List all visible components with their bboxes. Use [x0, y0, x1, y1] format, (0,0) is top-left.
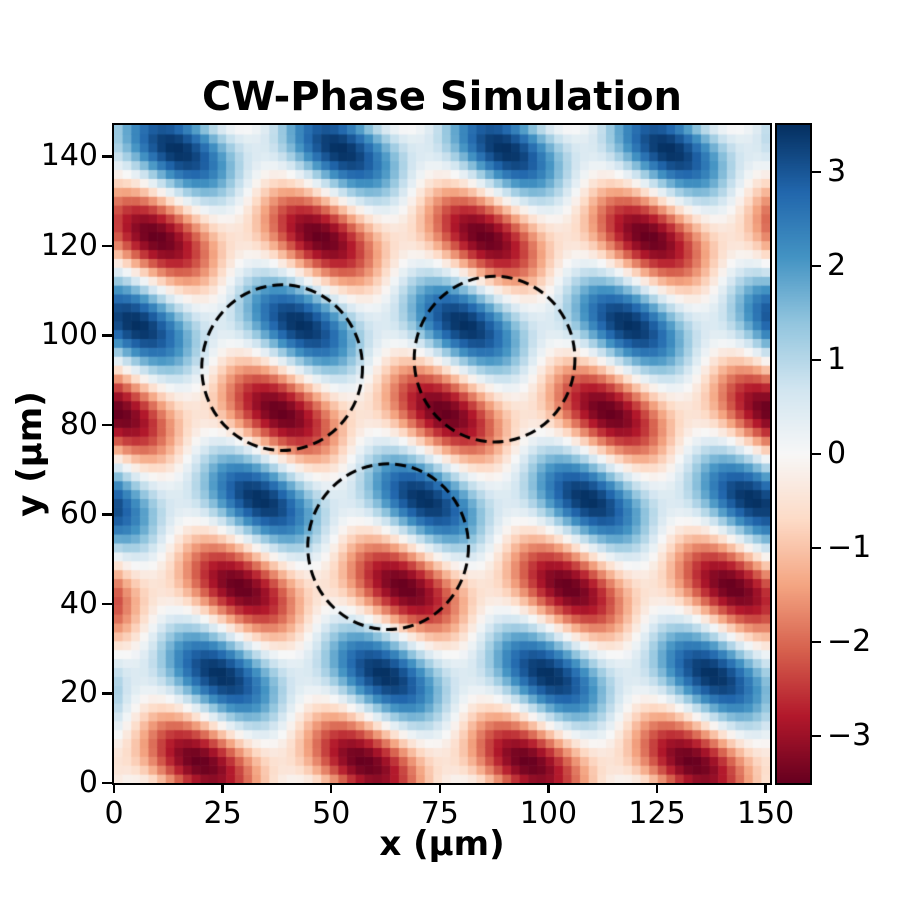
colorbar-tick-mark — [812, 358, 821, 362]
x-tick-label: 150 — [737, 796, 795, 831]
y-tick-label: 20 — [59, 675, 98, 711]
y-tick-label: 80 — [59, 406, 98, 442]
y-tick-mark — [102, 423, 112, 427]
colorbar-tick-label: −3 — [827, 718, 872, 753]
y-tick-mark — [102, 155, 112, 158]
y-tick-mark — [102, 334, 112, 337]
x-tick-label: 0 — [104, 796, 124, 831]
x-tick-mark — [438, 783, 442, 793]
y-tick-mark — [102, 692, 112, 695]
y-tick-label: 140 — [40, 138, 98, 174]
colorbar-tick-mark — [812, 734, 821, 738]
x-tick-mark — [655, 783, 659, 793]
y-tick-label: 0 — [78, 765, 98, 800]
colorbar-tick-label: −2 — [827, 624, 872, 659]
colorbar-tick-label: −1 — [827, 530, 872, 565]
y-tick-label: 60 — [59, 496, 98, 532]
plot-area — [112, 123, 772, 785]
x-tick-mark — [221, 783, 224, 793]
x-axis-label: x (μm) — [379, 824, 505, 864]
colorbar-tick-mark — [812, 170, 821, 174]
y-tick-label: 40 — [59, 585, 98, 621]
colorbar-tick-mark — [812, 546, 821, 550]
colorbar-tick-mark — [812, 264, 821, 268]
x-tick-label: 125 — [628, 796, 686, 831]
x-tick-mark — [764, 783, 767, 793]
y-tick-label: 120 — [40, 227, 98, 263]
colorbar-tick-label: 0 — [827, 436, 847, 471]
x-tick-mark — [329, 783, 333, 793]
colorbar — [775, 123, 812, 785]
colorbar-tick-mark — [812, 452, 821, 456]
y-tick-label: 100 — [40, 317, 98, 353]
colorbar-tick-label: 3 — [827, 154, 847, 189]
y-tick-mark — [102, 244, 112, 248]
phase-heatmap-canvas — [114, 125, 770, 783]
x-tick-label: 100 — [519, 796, 578, 831]
x-tick-label: 75 — [420, 796, 459, 831]
colorbar-tick-label: 2 — [827, 248, 847, 283]
y-tick-mark — [102, 513, 112, 516]
chart-title: CW-Phase Simulation — [201, 74, 683, 120]
x-tick-label: 25 — [203, 796, 242, 831]
y-tick-mark — [102, 781, 112, 785]
colorbar-tick-mark — [812, 640, 821, 644]
x-tick-mark — [547, 783, 550, 793]
x-tick-label: 50 — [312, 796, 351, 831]
y-tick-mark — [102, 602, 112, 606]
colorbar-tick-label: 1 — [827, 342, 847, 377]
colorbar-gradient-canvas — [777, 125, 810, 783]
x-tick-mark — [112, 783, 116, 793]
